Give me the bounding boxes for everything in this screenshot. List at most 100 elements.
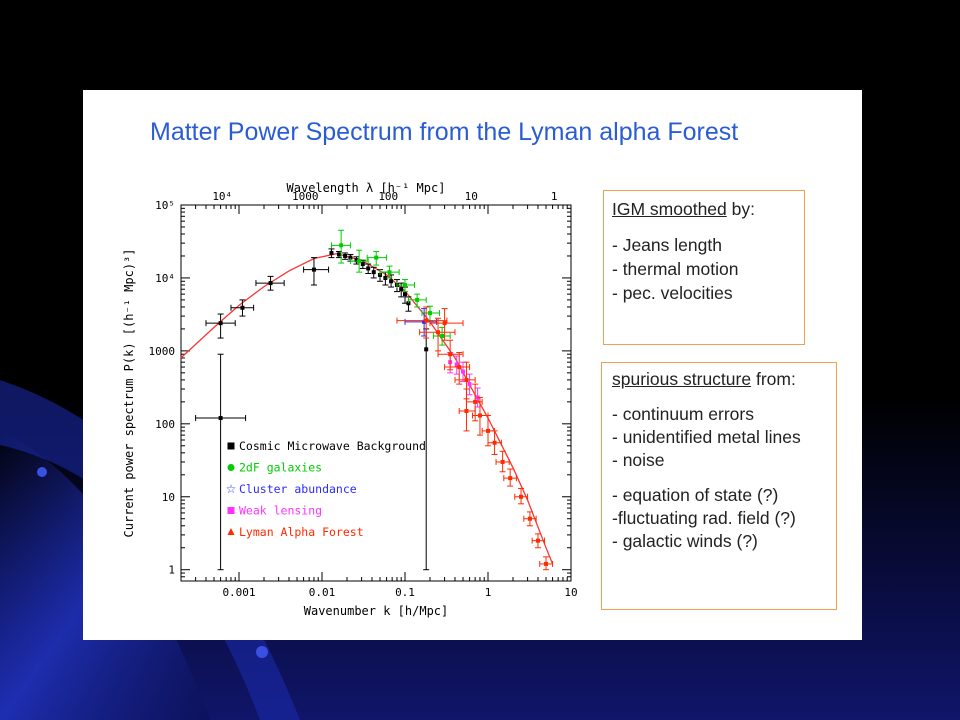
igm-heading-rest: by: [726, 199, 755, 219]
x2-tick-label: 10 [465, 190, 478, 203]
igm-item: - Jeans length [612, 235, 722, 255]
x-tick-label: 0.01 [309, 586, 336, 599]
2df-galaxies-point [403, 283, 408, 288]
x-tick-label: 1 [485, 586, 492, 599]
x2-tick-label: 1 [551, 190, 558, 203]
igm-item: - pec. velocities [612, 283, 733, 303]
cosmic-microwave-background-point [424, 347, 429, 352]
cosmic-microwave-background-point [336, 252, 341, 257]
igm-heading-underlined: IGM smoothed [612, 199, 727, 219]
x2-tick-label: 1000 [292, 190, 319, 203]
cluster-abundance-point [422, 319, 427, 324]
x-tick-label: 10 [564, 586, 577, 599]
lyman-alpha-forest-point [492, 440, 497, 445]
x-tick-label: 0.1 [395, 586, 415, 599]
y-tick-label: 1000 [149, 345, 176, 358]
cosmic-microwave-background-point [354, 258, 359, 263]
lyman-alpha-forest-point [464, 408, 469, 413]
cosmic-microwave-background-point [366, 266, 371, 271]
2df-galaxies-point [415, 297, 420, 302]
spurious-heading: spurious structure from: [612, 368, 836, 391]
cosmic-microwave-background-point [403, 292, 408, 297]
weak-lensing-point [461, 369, 466, 374]
y-tick-label: 1 [168, 564, 175, 577]
x-tick-label: 0.001 [222, 586, 255, 599]
y-tick-label: 10⁵ [155, 199, 175, 212]
model-curve [180, 253, 554, 565]
spurious-item: - galactic winds (?) [612, 531, 758, 551]
spurious-item: - unidentified metal lines [612, 427, 801, 447]
plot-frame [180, 204, 572, 582]
spurious-item: - equation of state (?) [612, 485, 779, 505]
legend-marker-lyman-alpha-forest [227, 528, 235, 535]
cosmic-microwave-background-point [268, 281, 273, 286]
lyman-alpha-forest-point [442, 321, 447, 326]
x2-axis-label: Wavelength λ [h⁻¹ Mpc] [287, 181, 446, 195]
legend-marker-cosmic-microwave-background [227, 442, 235, 450]
lyman-alpha-forest-point [544, 561, 549, 566]
igm-smoothing-box: IGM smoothed by: - Jeans length - therma… [603, 190, 805, 345]
cosmic-microwave-background-point [383, 275, 388, 280]
spurious-heading-rest: from: [751, 369, 796, 389]
lyman-alpha-forest-point [436, 330, 441, 335]
lyman-alpha-forest-point [473, 399, 478, 404]
y-tick-label: 10⁴ [155, 272, 175, 285]
legend-marker-weak-lensing [227, 507, 235, 514]
2df-galaxies-point [387, 270, 392, 275]
legend-marker-cluster-abundance: ☆ [226, 482, 237, 496]
lyman-alpha-forest-point [424, 318, 429, 323]
decor-dot [37, 467, 47, 477]
lyman-alpha-forest-point [486, 428, 491, 433]
legend-label: Cosmic Microwave Background [239, 439, 426, 453]
slide-title: Matter Power Spectrum from the Lyman alp… [150, 118, 739, 146]
legend-label: Weak lensing [239, 504, 322, 518]
lyman-alpha-forest-point [448, 352, 453, 357]
2df-galaxies-point [357, 259, 362, 264]
lyman-alpha-forest-point [477, 413, 482, 418]
cosmic-microwave-background-point [240, 305, 245, 310]
weak-lensing-point [467, 382, 472, 387]
legend-label: Cluster abundance [239, 482, 357, 496]
2df-galaxies-point [374, 255, 379, 260]
2df-galaxies-point [339, 243, 344, 248]
weak-lensing-point [454, 362, 459, 367]
lyman-alpha-forest-point [535, 538, 540, 543]
cosmic-microwave-background-point [371, 270, 376, 275]
spurious-item: - noise [612, 450, 665, 470]
x-axis-label: Wavenumber k [h/Mpc] [304, 604, 449, 618]
cosmic-microwave-background-point [399, 287, 404, 292]
y-tick-label: 10 [162, 491, 175, 504]
cosmic-microwave-background-point [311, 267, 316, 272]
lyman-alpha-forest-point [527, 516, 532, 521]
igm-heading: IGM smoothed by: [612, 197, 804, 221]
power-spectrum-chart: 0.001 0.01 0.1 1 10 1 10 100 1000 10⁴ 10⁵ 10⁴ 1000 10… [122, 181, 578, 618]
cosmic-microwave-background-point [389, 279, 394, 284]
y-tick-label: 100 [155, 418, 175, 431]
spurious-heading-underlined: spurious structure [612, 369, 752, 389]
cosmic-microwave-background-point [343, 253, 348, 258]
lyman-alpha-forest-point [457, 365, 462, 370]
2df-galaxies-point [440, 333, 445, 338]
spurious-item: - continuum errors [612, 404, 754, 424]
x2-tick-label: 100 [378, 190, 398, 203]
2df-galaxies-point [427, 311, 432, 316]
legend-marker-2df-galaxies [227, 464, 235, 471]
cosmic-microwave-background-point [218, 321, 223, 326]
lyman-alpha-forest-point [508, 476, 513, 481]
legend-label: 2dF galaxies [239, 461, 322, 475]
cosmic-microwave-background-point [360, 262, 365, 267]
lyman-alpha-forest-point [464, 377, 469, 382]
igm-item: - thermal motion [612, 259, 739, 279]
x2-tick-label: 10⁴ [212, 190, 232, 203]
cosmic-microwave-background-point [348, 255, 353, 260]
lyman-alpha-forest-point [500, 459, 505, 464]
spurious-structure-box: spurious structure from: - continuum err… [601, 362, 837, 610]
cosmic-microwave-background-point [406, 301, 411, 306]
legend-label: Lyman Alpha Forest [239, 525, 364, 539]
spurious-item: -fluctuating rad. field (?) [612, 508, 796, 528]
y-axis-label: Current power spectrum P(k) [(h⁻¹ Mpc)³] [122, 249, 136, 538]
cosmic-microwave-background-point [329, 250, 334, 255]
lyman-alpha-forest-point [519, 494, 524, 499]
cosmic-microwave-background-point [218, 416, 223, 421]
decor-dot [256, 646, 268, 658]
